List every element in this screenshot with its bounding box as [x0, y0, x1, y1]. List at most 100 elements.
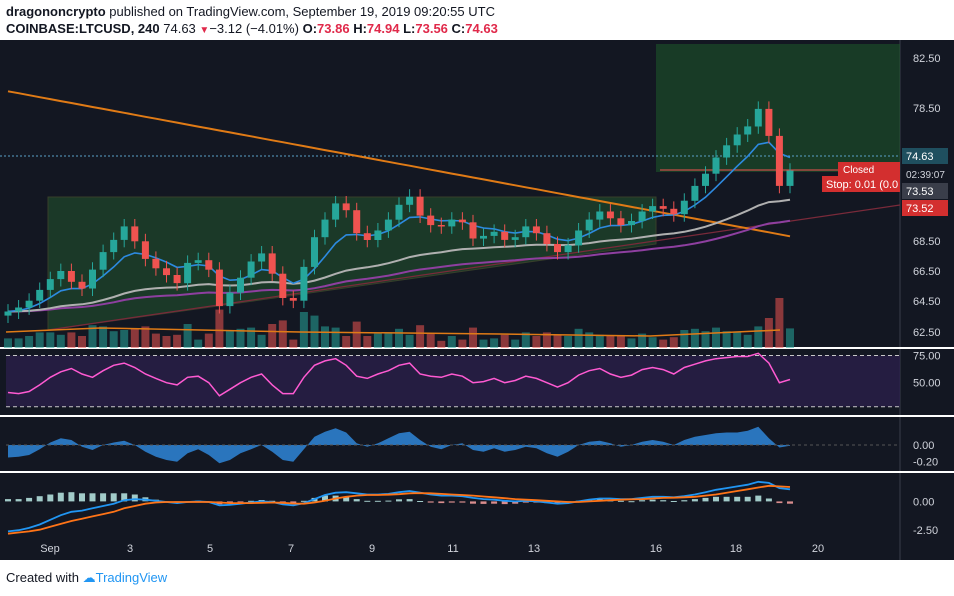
macd-histogram-bar: [702, 497, 709, 502]
candle-body: [480, 235, 487, 239]
volume-bar: [764, 318, 773, 348]
volume-bar: [183, 324, 192, 348]
candle-body: [46, 279, 54, 290]
macd-histogram-bar: [100, 493, 107, 502]
macd-histogram-bar: [628, 501, 635, 503]
volume-bar: [701, 331, 710, 348]
macd-histogram-bar: [5, 499, 11, 502]
sma-orange-line: [7, 90, 791, 238]
countdown-label: 02:39:07: [906, 170, 945, 181]
macd-histogram-bar: [691, 499, 698, 502]
change-value: −3.12 (−4.01%): [209, 21, 299, 36]
macd-line: [7, 480, 791, 533]
rsi-band: [6, 355, 900, 407]
macd-histogram-bar: [417, 501, 424, 502]
candle-body: [311, 237, 318, 267]
macd-histogram-bar: [787, 501, 793, 504]
y-tick-label: 0.00: [913, 496, 934, 508]
x-tick-label: 11: [447, 543, 458, 555]
macd-histogram-bar: [681, 500, 688, 502]
x-tick-label: 16: [650, 543, 662, 555]
candle-body: [4, 311, 12, 316]
candle-body: [384, 219, 392, 231]
macd-histogram-bar: [639, 500, 646, 502]
candle-body: [25, 300, 33, 308]
candle-body: [712, 157, 720, 174]
candle-body: [754, 108, 762, 127]
macd-histogram-bar: [554, 501, 561, 504]
volume-bar: [67, 332, 76, 348]
tradingview-logo-icon[interactable]: ☁: [82, 570, 96, 585]
stop-tag: [822, 176, 900, 192]
volume-bar: [35, 332, 44, 348]
macd-histogram-bar: [501, 501, 508, 505]
low-value: 73.56: [415, 21, 448, 36]
x-tick-label: 3: [127, 543, 133, 555]
candle-body: [36, 289, 44, 301]
volume-bar: [627, 338, 636, 348]
macd-histogram-bar: [343, 496, 350, 502]
volume-bar: [511, 339, 520, 348]
candle-body: [416, 196, 424, 216]
y-tick-label: 82.50: [913, 53, 941, 65]
y-tick-label: -0.20: [913, 457, 938, 469]
candle-body: [226, 292, 234, 307]
candle-body: [543, 233, 551, 244]
volume-bar: [236, 328, 245, 348]
volume-bar: [595, 334, 604, 348]
volume-bar: [606, 336, 615, 348]
volume-bar: [712, 327, 720, 348]
volume-bar: [289, 339, 298, 348]
price-badge: [902, 148, 948, 164]
volume-bar: [257, 334, 266, 348]
volume-bar: [553, 334, 562, 348]
macd-histogram-bar: [491, 501, 498, 504]
candle-body: [279, 273, 287, 298]
candle-body: [300, 266, 308, 301]
candle-body: [458, 219, 466, 223]
candle-body: [110, 239, 118, 253]
candle-body: [321, 219, 329, 238]
volume-bar: [299, 312, 308, 348]
closed-tag-label: Closed: [843, 165, 874, 176]
stop-tag-label: Stop: 0.01 (0.0: [826, 179, 898, 191]
macd-histogram-bar: [300, 500, 307, 502]
volume-bar: [585, 332, 594, 348]
candle-body: [194, 260, 202, 263]
volume-bar: [669, 337, 678, 348]
candle-body: [374, 230, 382, 240]
volume-bar: [25, 336, 34, 348]
candle-body: [554, 244, 561, 253]
volume-bar: [659, 339, 668, 348]
volume-bar: [342, 336, 351, 348]
volume-bar: [490, 338, 499, 348]
candle-body: [258, 253, 266, 262]
macd-histogram-bar: [68, 492, 75, 502]
rsi-line: [7, 352, 791, 397]
macd-histogram-bar: [660, 500, 667, 502]
closed-tag: [838, 162, 900, 176]
open-value: 73.86: [317, 21, 350, 36]
volume-bar: [4, 338, 12, 348]
open-label: O:: [302, 21, 318, 36]
candle-body: [152, 258, 160, 269]
volume-bar: [458, 339, 467, 348]
candle-body: [406, 196, 414, 205]
x-tick-label: 9: [369, 543, 375, 555]
macd-histogram-bar: [121, 493, 128, 502]
close-label: C:: [451, 21, 466, 36]
candle-body: [628, 221, 635, 226]
x-tick-label: 5: [207, 543, 213, 555]
volume-bar: [733, 332, 742, 348]
volume-bar: [321, 326, 329, 348]
footer: Created with ☁TradingView: [6, 570, 167, 586]
volume-bar: [775, 298, 784, 348]
volume-bar: [437, 340, 446, 348]
macd-histogram-bar: [617, 500, 624, 502]
author-name[interactable]: dragononcrypto: [6, 4, 106, 19]
chart-area[interactable]: Sep 3 5 7 9 11 13 16 18 20 82.50 78.50 68.50 66.50 64…: [0, 40, 954, 560]
macd-histogram-bar: [322, 495, 328, 502]
tradingview-brand[interactable]: TradingView: [95, 570, 168, 585]
candle-body: [532, 226, 540, 234]
macd-histogram-bar: [480, 501, 487, 504]
